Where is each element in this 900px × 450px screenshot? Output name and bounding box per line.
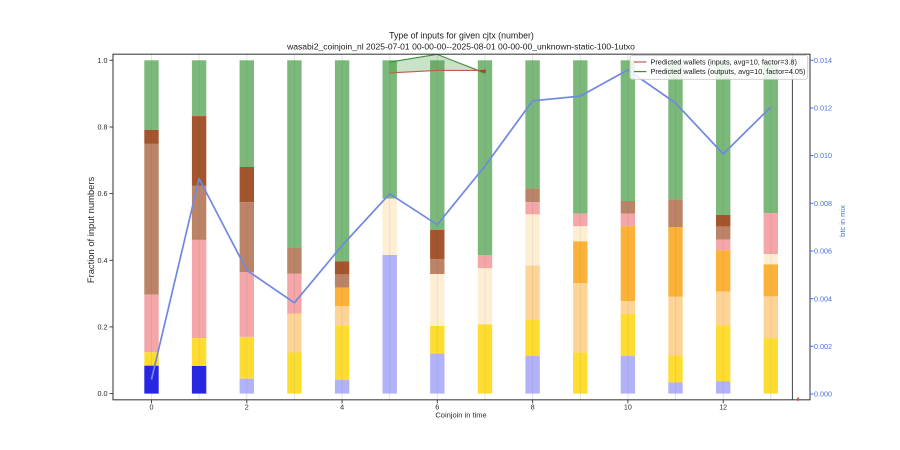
svg-text:0.6: 0.6 <box>98 189 108 198</box>
svg-text:8: 8 <box>531 403 535 412</box>
svg-text:4: 4 <box>340 403 344 412</box>
svg-text:Coinjoin in time: Coinjoin in time <box>435 411 486 420</box>
svg-text:12: 12 <box>719 403 727 412</box>
svg-text:Predicted wallets (inputs, avg: Predicted wallets (inputs, avg=10, facto… <box>651 57 797 66</box>
svg-text:10: 10 <box>624 403 632 412</box>
svg-text:0.012: 0.012 <box>814 104 832 113</box>
svg-text:Fraction of input numbers: Fraction of input numbers <box>85 177 96 284</box>
svg-text:0: 0 <box>150 403 154 412</box>
svg-text:Predicted wallets (outputs, av: Predicted wallets (outputs, avg=10, fact… <box>651 67 806 76</box>
svg-text:1.0: 1.0 <box>98 56 108 65</box>
svg-text:0.000: 0.000 <box>814 390 832 399</box>
svg-text:btc in mix: btc in mix <box>838 205 847 237</box>
svg-text:0.8: 0.8 <box>98 123 108 132</box>
svg-text:2: 2 <box>245 403 249 412</box>
svg-text:0.0: 0.0 <box>98 389 108 398</box>
svg-text:Type of inputs for given cjtx: Type of inputs for given cjtx (number) <box>389 31 534 41</box>
svg-text:0.4: 0.4 <box>98 256 108 265</box>
svg-text:0.010: 0.010 <box>814 151 832 160</box>
svg-text:0.006: 0.006 <box>814 247 832 256</box>
svg-text:0.008: 0.008 <box>814 199 832 208</box>
svg-text:0.2: 0.2 <box>98 323 108 332</box>
svg-text:wasabi2_coinjoin_nl 2025-07-01: wasabi2_coinjoin_nl 2025-07-01 00-00-00-… <box>286 42 635 52</box>
svg-text:0.002: 0.002 <box>814 342 832 351</box>
svg-text:6: 6 <box>435 403 439 412</box>
svg-text:0.014: 0.014 <box>814 56 832 65</box>
svg-text:0.004: 0.004 <box>814 294 832 303</box>
